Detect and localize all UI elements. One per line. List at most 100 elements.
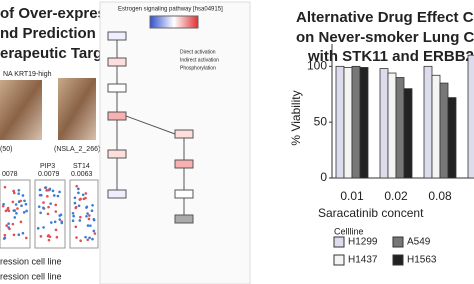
- dot: [85, 205, 89, 209]
- node: [174, 189, 194, 199]
- color-key: [149, 15, 199, 29]
- node: [174, 129, 194, 139]
- dot: [54, 228, 58, 232]
- legend-swatch: [333, 254, 345, 266]
- dot: [60, 221, 64, 225]
- panel-box: [34, 179, 66, 249]
- bar: [335, 65, 345, 179]
- dot: [3, 233, 7, 237]
- dot: [16, 207, 19, 210]
- y-tick-label: 50: [314, 114, 328, 128]
- node: [174, 159, 194, 169]
- tissue-label: (50): [0, 146, 12, 153]
- dot: [3, 236, 7, 240]
- dot: [47, 238, 51, 242]
- dot: [81, 193, 85, 197]
- dot: [77, 187, 80, 191]
- dot: [21, 231, 25, 235]
- x-tick-label: 0.02: [384, 189, 408, 203]
- pathway-title: Estrogen signaling pathway [hsa04915]: [118, 7, 223, 13]
- gene-p: 0.0079: [38, 171, 60, 178]
- x-axis-label: Saracatinib concent: [318, 206, 424, 220]
- dot: [3, 185, 7, 189]
- dot: [78, 219, 82, 222]
- dot: [77, 204, 81, 208]
- bar: [351, 65, 361, 179]
- legend-text: Direct activation: [180, 49, 216, 55]
- legend-swatch: [392, 254, 404, 266]
- dot: [74, 225, 78, 229]
- dot: [39, 211, 42, 215]
- footer-line: ression cell line: [0, 256, 62, 266]
- bar: [403, 88, 413, 179]
- dot: [59, 213, 63, 217]
- dot: [46, 212, 50, 216]
- legend-swatch: [392, 236, 404, 248]
- dot: [14, 203, 18, 206]
- dot: [53, 220, 57, 224]
- dot: [51, 189, 55, 193]
- dot: [25, 209, 28, 213]
- dot: [88, 236, 91, 240]
- dot: [58, 218, 62, 221]
- dot: [39, 235, 43, 238]
- legend-text: Phosphorylation: [180, 65, 216, 71]
- dot: [12, 189, 15, 193]
- dot: [77, 191, 80, 195]
- tissue-image: [58, 78, 96, 140]
- dot: [78, 198, 82, 201]
- dot: [47, 205, 50, 209]
- dot: [38, 193, 42, 197]
- dot: [38, 188, 42, 192]
- dot: [87, 217, 91, 221]
- legend-title: Cellline: [334, 226, 364, 236]
- dot: [49, 202, 52, 205]
- dot: [5, 224, 9, 227]
- dot: [56, 194, 60, 198]
- dot: [23, 199, 26, 203]
- dot: [17, 192, 20, 195]
- bar: [431, 74, 441, 179]
- dot: [46, 234, 50, 238]
- dot: [19, 199, 22, 203]
- dot: [91, 203, 94, 207]
- bar: [343, 67, 353, 179]
- dot: [75, 184, 78, 188]
- bar: [387, 72, 397, 179]
- x-tick-label: 0.08: [428, 189, 452, 203]
- dot: [73, 201, 77, 205]
- dot: [71, 211, 75, 215]
- dot: [92, 229, 96, 233]
- y-tick-label: 100: [307, 59, 327, 73]
- scatter-panels: [0, 179, 99, 249]
- dot: [52, 194, 56, 197]
- arrows: [116, 40, 185, 215]
- dot: [46, 194, 49, 198]
- node: [107, 57, 127, 67]
- dot: [42, 226, 45, 229]
- dot: [93, 232, 97, 235]
- gene-name: ST14: [73, 163, 90, 170]
- dot: [84, 196, 87, 200]
- diagram-frame: [99, 1, 251, 284]
- dot: [42, 206, 45, 210]
- node: [107, 149, 127, 159]
- dot: [45, 189, 48, 192]
- node: [174, 214, 194, 224]
- dot: [17, 188, 21, 192]
- dot: [50, 221, 53, 224]
- node: [107, 83, 127, 93]
- dot: [36, 227, 40, 230]
- dot: [47, 188, 50, 192]
- chart-title: on Never-smoker Lung C: [296, 29, 474, 46]
- dot: [90, 209, 94, 213]
- tissue-image: [0, 80, 42, 140]
- dot: [92, 218, 96, 221]
- dot: [44, 186, 48, 189]
- panel-box: [0, 179, 31, 249]
- dot: [2, 202, 5, 206]
- gene-name: PIP3: [40, 163, 55, 170]
- tissue-label: (NSLA_2_266): [54, 146, 100, 153]
- dot: [6, 206, 10, 210]
